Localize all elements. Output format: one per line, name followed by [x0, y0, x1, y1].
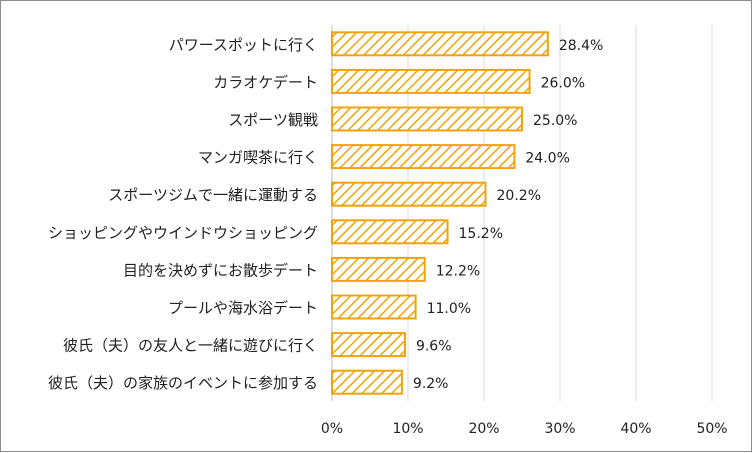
data-label: 12.2%	[436, 263, 480, 279]
category-label: ショッピングやウインドウショッピング	[48, 224, 318, 242]
data-label: 24.0%	[525, 151, 569, 167]
x-tick-label: 20%	[468, 421, 499, 437]
data-label: 28.4%	[559, 38, 603, 54]
x-tick-label: 50%	[696, 421, 727, 437]
category-label: スポーツジムで一緒に運動する	[108, 186, 318, 204]
category-label: 彼氏（夫）の家族のイベントに参加する	[48, 374, 318, 392]
bar-5	[331, 181, 487, 207]
data-label: 9.6%	[416, 339, 452, 355]
bar-3	[331, 106, 523, 132]
bar-8	[331, 294, 417, 320]
bars	[331, 31, 549, 395]
data-label: 25.0%	[533, 113, 577, 129]
category-label: プールや海水浴デート	[168, 299, 318, 317]
x-tick-label: 40%	[620, 421, 651, 437]
data-label: 26.0%	[541, 75, 585, 91]
data-label: 15.2%	[459, 226, 503, 242]
bar-2	[331, 68, 531, 94]
data-label: 9.2%	[413, 376, 449, 392]
data-label: 20.2%	[497, 188, 541, 204]
category-label: 彼氏（夫）の友人と一緒に遊びに行く	[63, 337, 318, 355]
bar-7	[331, 256, 426, 282]
category-label: カラオケデート	[213, 73, 318, 91]
bar-9	[331, 332, 406, 358]
category-label: パワースポットに行く	[169, 36, 318, 54]
category-label: スポーツ観戦	[228, 111, 318, 129]
x-tick-label: 30%	[544, 421, 575, 437]
bar-1	[331, 31, 549, 57]
x-tick-label: 10%	[392, 421, 423, 437]
data-label: 11.0%	[427, 301, 471, 317]
bar-4	[331, 144, 516, 170]
x-tick-label: 0%	[321, 421, 343, 437]
category-label: 目的を決めずにお散歩デート	[123, 261, 318, 279]
bar-6	[331, 219, 449, 245]
category-label: マンガ喫茶に行く	[198, 149, 318, 167]
bar-10	[331, 369, 403, 395]
labels: 0% 10% 20% 30% 40% 50% パワースポットに行く 28.4% カラオケデート 2…	[48, 36, 728, 437]
